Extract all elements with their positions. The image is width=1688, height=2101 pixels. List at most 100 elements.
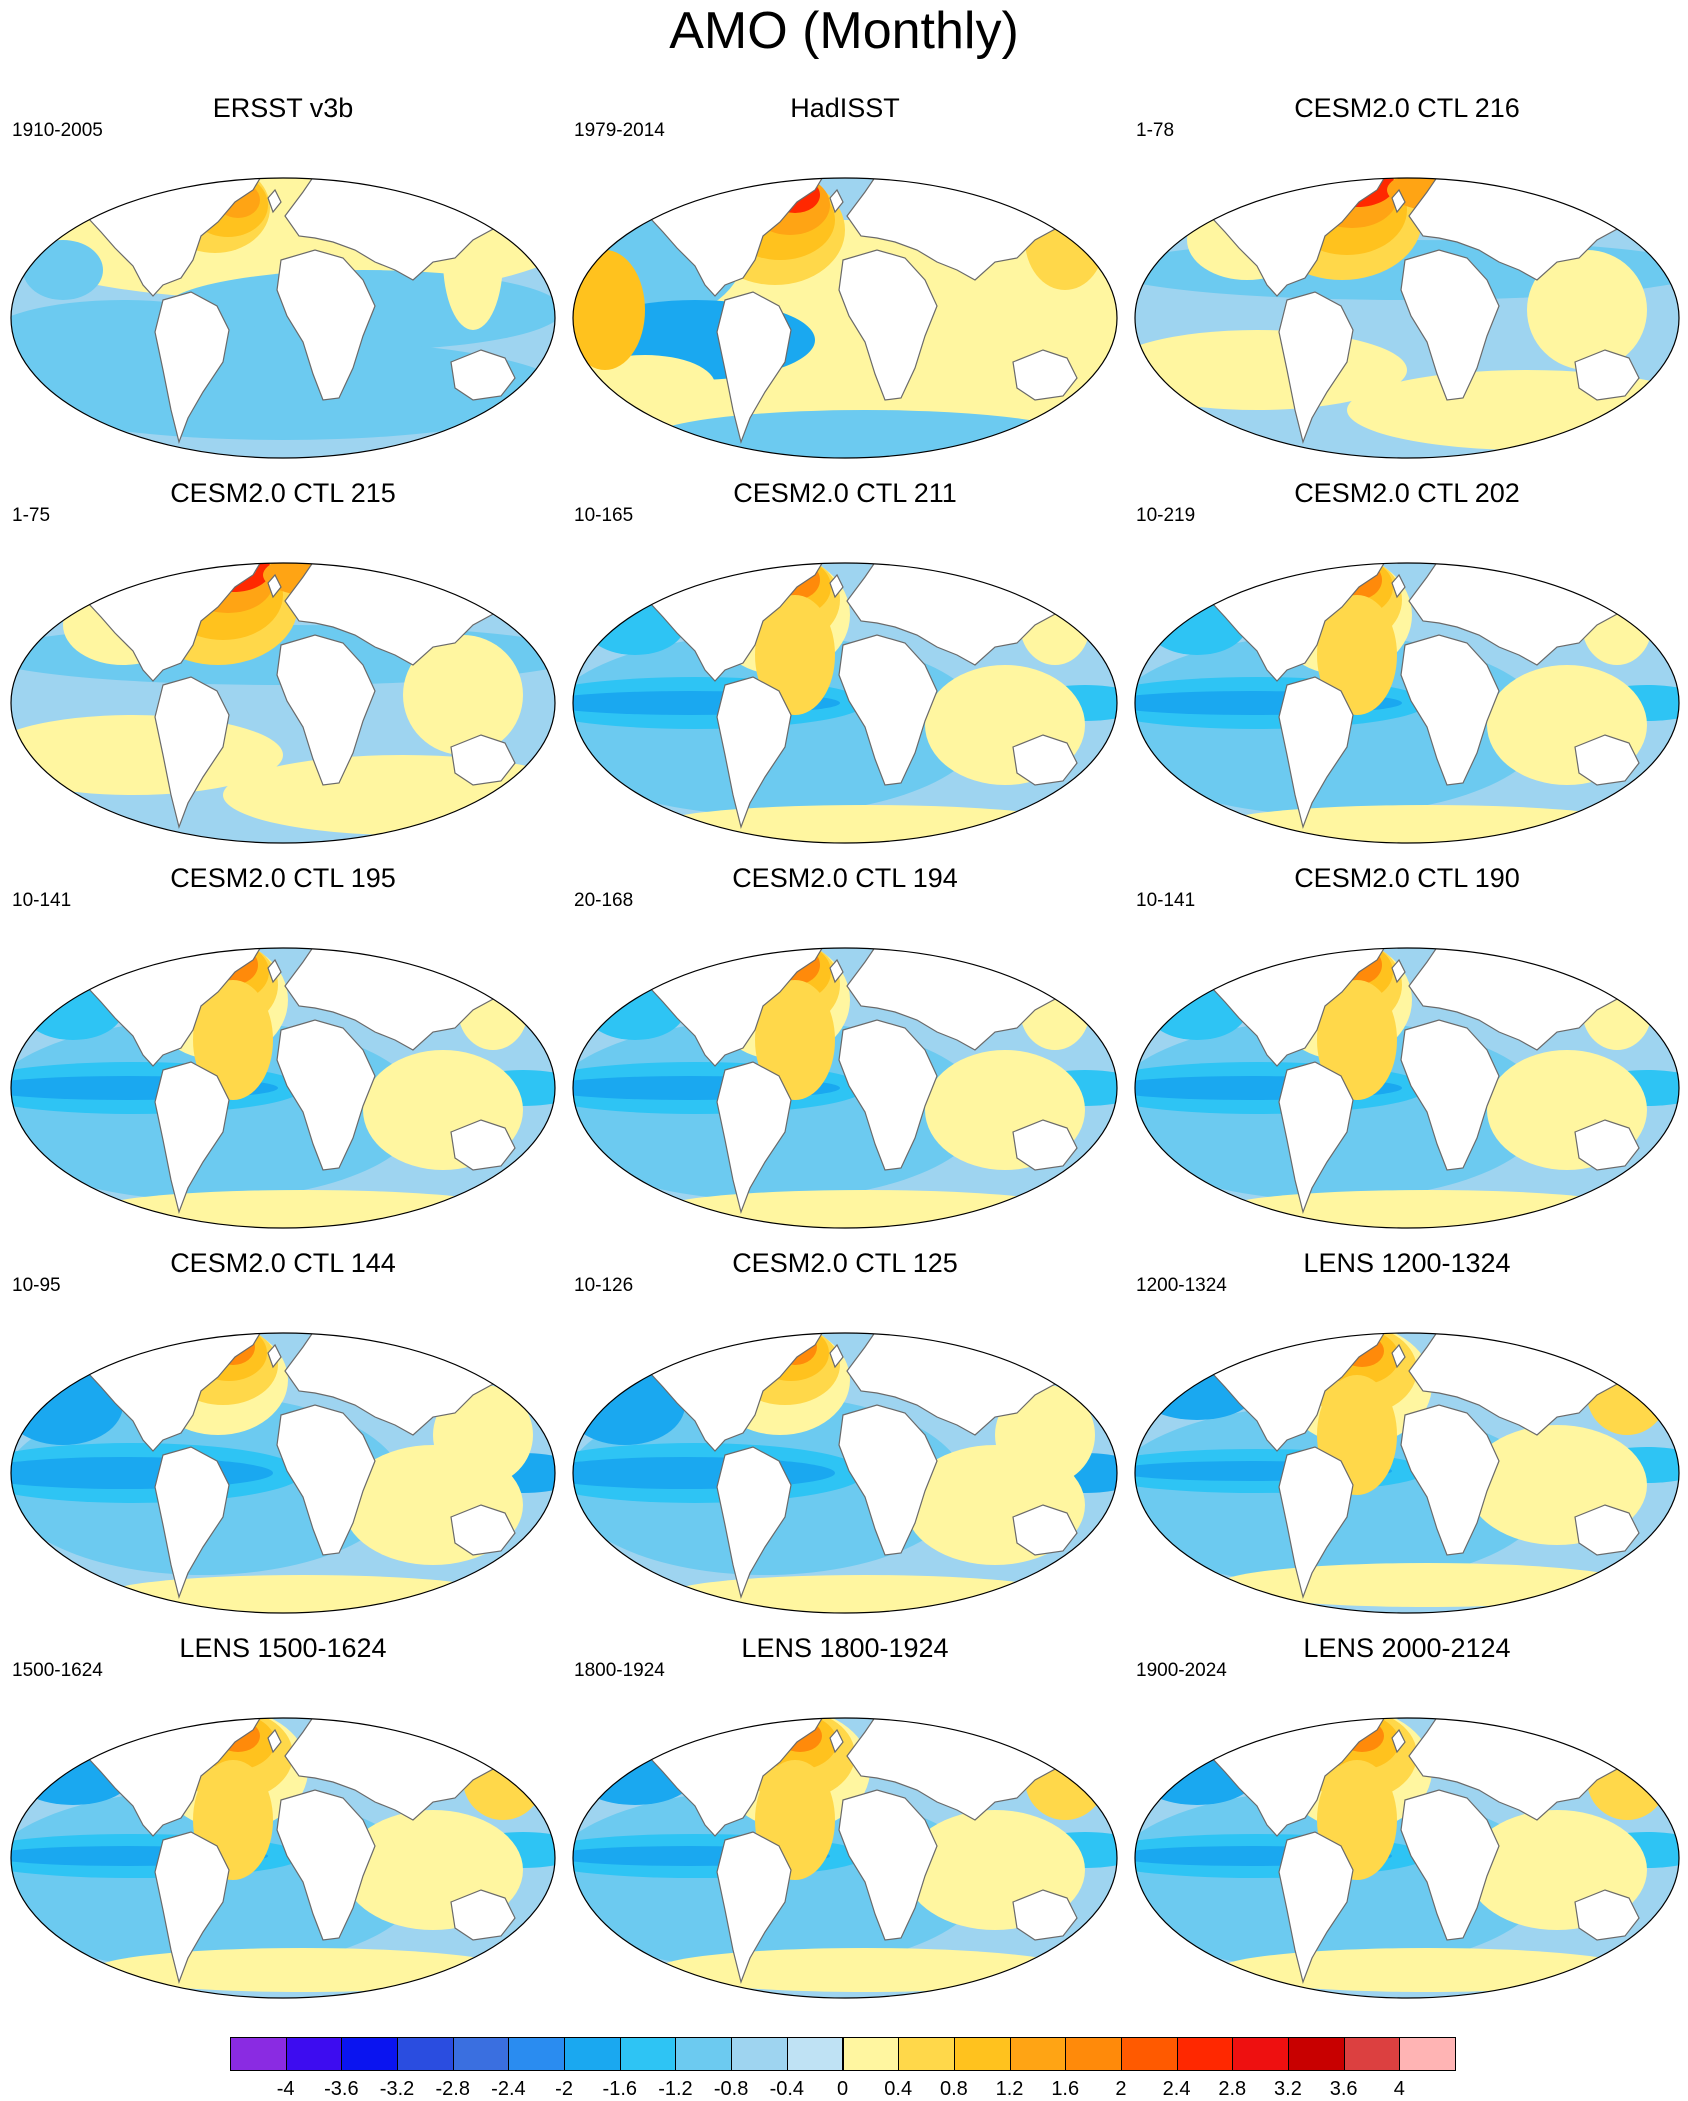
colorbar-swatch: [564, 2037, 621, 2071]
map-panel: CESM2.0 CTL 194 20-168: [564, 862, 1126, 1246]
colorbar-swatch: [1065, 2037, 1122, 2071]
colorbar-swatch: [341, 2037, 399, 2071]
map-panel: CESM2.0 CTL 216 1-78: [1126, 92, 1688, 476]
landmass-au: [1574, 1889, 1640, 1941]
landmass-af: [838, 634, 938, 786]
colorbar-tick-label: -2: [555, 2078, 573, 2100]
landmass-au: [450, 1504, 516, 1556]
world-map: [1134, 562, 1680, 844]
landmass-gl: [234, 178, 294, 179]
landmass-au: [1012, 1119, 1078, 1171]
colorbar-swatch: [1399, 2037, 1456, 2071]
landmass-sa: [1278, 291, 1354, 445]
panel-title: CESM2.0 CTL 211: [733, 478, 957, 508]
colorbar-swatch: [731, 2037, 788, 2071]
map-panel: CESM2.0 CTL 195 10-141: [2, 862, 564, 1246]
landmass-uk: [267, 958, 282, 984]
landmass-af: [838, 1789, 938, 1941]
landmass-sa: [154, 1061, 230, 1215]
landmass-af: [1400, 1019, 1500, 1171]
landmass-af: [1400, 634, 1500, 786]
landmass-gl: [796, 563, 856, 564]
landmass-af: [276, 249, 376, 401]
colorbar-swatch: [953, 2037, 1011, 2071]
landmass-sa: [154, 676, 230, 830]
landmass-au: [1012, 734, 1078, 786]
panel-title: CESM2.0 CTL 144: [170, 1248, 396, 1278]
panel-title: CESM2.0 CTL 216: [1294, 93, 1520, 123]
landmass-uk: [267, 1728, 282, 1754]
panel-year-range: 10-126: [574, 1275, 634, 1296]
landmass-af: [1400, 249, 1500, 401]
map-panel: LENS 1500-1624 1500-1624: [2, 1632, 564, 2016]
landmass-au: [1574, 1504, 1640, 1556]
landmass-uk: [1391, 1728, 1406, 1754]
colorbar-tick-label: -3.6: [324, 2078, 359, 2100]
landmass-gl: [234, 563, 294, 564]
panel-year-range: 1-78: [1136, 120, 1175, 141]
landmass-sa: [716, 676, 792, 830]
landmass-gl: [796, 948, 856, 949]
world-map: [572, 1717, 1118, 1999]
map-panel: LENS 2000-2124 1900-2024: [1126, 1632, 1688, 2016]
landmass-au: [450, 1889, 516, 1941]
world-map: [572, 177, 1118, 459]
landmass-sa: [1278, 676, 1354, 830]
colorbar-tick-label: 0.4: [884, 2078, 913, 2100]
world-map: [1134, 1332, 1680, 1614]
colorbar: [230, 2037, 1456, 2073]
landmass-sa: [716, 1061, 792, 1215]
colorbar-tick-label: -0.4: [769, 2078, 805, 2100]
colorbar-tick-label: -1.2: [658, 2078, 693, 2100]
landmass-sa: [154, 291, 230, 445]
landmass-uk: [829, 188, 844, 214]
panel-title: HadISST: [790, 93, 900, 123]
panel-year-range: 10-165: [574, 505, 634, 526]
colorbar-swatch: [397, 2037, 454, 2071]
world-map: [1134, 947, 1680, 1229]
map-panel: CESM2.0 CTL 144 10-95: [2, 1247, 564, 1631]
landmass-gl: [796, 1333, 856, 1334]
panel-title: LENS 1200-1324: [1303, 1248, 1511, 1278]
landmass-uk: [1391, 1343, 1406, 1369]
landmass-uk: [1391, 958, 1406, 984]
colorbar-swatch: [1120, 2037, 1178, 2071]
panel-title: CESM2.0 CTL 195: [170, 863, 396, 893]
landmass-af: [1400, 1404, 1500, 1556]
landmass-gl: [796, 178, 856, 179]
landmass-au: [450, 734, 516, 786]
landmass-au: [1012, 349, 1078, 401]
panel-year-range: 10-95: [12, 1275, 61, 1296]
world-map: [10, 562, 556, 844]
panel-title: CESM2.0 CTL 194: [732, 863, 958, 893]
world-map: [10, 1717, 556, 1999]
world-map: [572, 947, 1118, 1229]
landmass-af: [276, 1019, 376, 1171]
world-map: [10, 947, 556, 1229]
colorbar-swatch: [842, 2037, 900, 2071]
landmass-au: [1012, 1504, 1078, 1556]
landmass-uk: [267, 1343, 282, 1369]
landmass-af: [276, 634, 376, 786]
panel-year-range: 10-141: [1136, 890, 1196, 911]
map-panel: CESM2.0 CTL 190 10-141: [1126, 862, 1688, 1246]
panel-year-range: 1800-1924: [574, 1660, 665, 1681]
colorbar-tick-label: 1.6: [1051, 2078, 1080, 2100]
colorbar-swatch: [452, 2037, 510, 2071]
colorbar-swatch: [1176, 2037, 1234, 2071]
panel-title: LENS 1800-1924: [741, 1633, 949, 1663]
landmass-sa: [1278, 1446, 1354, 1600]
landmass-sa: [1278, 1061, 1354, 1215]
panel-year-range: 1900-2024: [1136, 1660, 1227, 1681]
colorbar-swatch: [898, 2037, 955, 2071]
colorbar-tick-label: 1.2: [995, 2078, 1024, 2100]
colorbar-swatch: [619, 2037, 677, 2071]
landmass-af: [276, 1404, 376, 1556]
landmass-uk: [829, 1343, 844, 1369]
panel-title: ERSST v3b: [212, 93, 354, 123]
landmass-gl: [234, 1718, 294, 1719]
world-map: [572, 562, 1118, 844]
landmass-uk: [1391, 573, 1406, 599]
map-panel: CESM2.0 CTL 215 1-75: [2, 477, 564, 861]
map-panel: LENS 1200-1324 1200-1324: [1126, 1247, 1688, 1631]
